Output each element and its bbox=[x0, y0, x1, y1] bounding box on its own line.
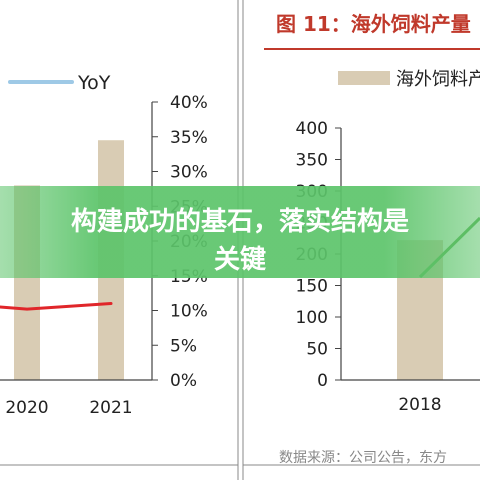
right-x-tick-label: 2018 bbox=[398, 395, 441, 415]
left-tick-label: 0% bbox=[170, 371, 197, 391]
left-lines bbox=[0, 302, 113, 311]
right-x-axis-ticks: 2018 bbox=[398, 395, 441, 415]
left-x-axis-ticks: 2020 2021 bbox=[5, 398, 132, 418]
left-tick-label: 30% bbox=[170, 163, 208, 183]
right-legend-label: 海外饲料产 bbox=[396, 69, 480, 90]
right-tick-label: 100 bbox=[296, 308, 328, 328]
right-tick-label: 150 bbox=[296, 277, 328, 297]
left-legend-yoy-label: YoY bbox=[77, 72, 111, 94]
banner-line-1: 构建成功的基石，落实结构是 bbox=[71, 206, 409, 237]
left-x-tick-label: 2021 bbox=[89, 398, 132, 418]
source-note: 数据来源：公司公告，东方 bbox=[279, 450, 447, 466]
right-tick-label: 0 bbox=[317, 371, 328, 391]
right-legend-swatch bbox=[338, 71, 390, 85]
left-tick-label: 10% bbox=[170, 302, 208, 322]
red-series-line bbox=[0, 302, 113, 311]
left-tick-label: 35% bbox=[170, 128, 208, 148]
right-tick-label: 400 bbox=[296, 119, 328, 139]
left-tick-label: 40% bbox=[170, 93, 208, 113]
left-x-tick-label: 2020 bbox=[5, 398, 48, 418]
overlay-banner: 构建成功的基石，落实结构是 关键 bbox=[0, 186, 480, 278]
right-chart-title: 图 11：海外饲料产量 bbox=[276, 12, 471, 36]
right-tick-label: 50 bbox=[306, 340, 328, 360]
right-tick-label: 350 bbox=[296, 151, 328, 171]
banner-background bbox=[0, 186, 480, 278]
left-tick-label: 5% bbox=[170, 336, 197, 356]
banner-line-2: 关键 bbox=[214, 244, 266, 275]
